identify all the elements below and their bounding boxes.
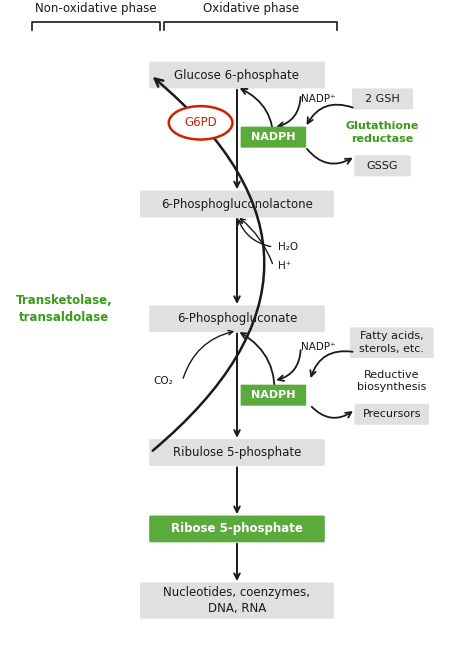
Text: G6PD: G6PD bbox=[184, 116, 217, 129]
Text: Ribulose 5-phosphate: Ribulose 5-phosphate bbox=[173, 446, 301, 459]
FancyBboxPatch shape bbox=[149, 439, 325, 466]
Text: Ribose 5-phosphate: Ribose 5-phosphate bbox=[171, 522, 303, 536]
Text: Precursors: Precursors bbox=[363, 410, 421, 419]
Text: Nucleotides, coenzymes,
DNA, RNA: Nucleotides, coenzymes, DNA, RNA bbox=[164, 586, 310, 615]
Text: Reductive
biosynthesis: Reductive biosynthesis bbox=[357, 369, 427, 392]
Ellipse shape bbox=[169, 106, 232, 140]
Text: H₂O: H₂O bbox=[278, 242, 298, 252]
FancyBboxPatch shape bbox=[149, 61, 325, 89]
Text: NADPH: NADPH bbox=[251, 390, 296, 400]
FancyBboxPatch shape bbox=[149, 305, 325, 332]
FancyBboxPatch shape bbox=[140, 191, 334, 217]
FancyBboxPatch shape bbox=[149, 516, 325, 542]
Text: 2 GSH: 2 GSH bbox=[365, 94, 400, 104]
FancyBboxPatch shape bbox=[241, 385, 306, 406]
FancyBboxPatch shape bbox=[140, 582, 334, 619]
Text: Glucose 6-phosphate: Glucose 6-phosphate bbox=[174, 69, 300, 82]
FancyBboxPatch shape bbox=[350, 327, 434, 358]
Text: Fatty acids,
sterols, etc.: Fatty acids, sterols, etc. bbox=[359, 331, 424, 354]
FancyBboxPatch shape bbox=[241, 127, 306, 148]
FancyBboxPatch shape bbox=[355, 404, 429, 425]
Text: NADP⁺: NADP⁺ bbox=[301, 342, 335, 353]
Text: 6-Phosphogluconolactone: 6-Phosphogluconolactone bbox=[161, 197, 313, 210]
Text: Glutathione
reductase: Glutathione reductase bbox=[346, 121, 419, 144]
Text: 6-Phosphogluconate: 6-Phosphogluconate bbox=[177, 313, 297, 325]
FancyBboxPatch shape bbox=[355, 155, 411, 177]
Text: Non-oxidative phase: Non-oxidative phase bbox=[35, 3, 157, 16]
Text: H⁺: H⁺ bbox=[278, 261, 291, 271]
Text: CO₂: CO₂ bbox=[154, 376, 173, 386]
Text: NADP⁺: NADP⁺ bbox=[301, 94, 335, 104]
FancyBboxPatch shape bbox=[352, 89, 413, 109]
Text: GSSG: GSSG bbox=[367, 161, 398, 171]
Text: Transketolase,
transaldolase: Transketolase, transaldolase bbox=[16, 294, 112, 324]
Text: Oxidative phase: Oxidative phase bbox=[202, 3, 299, 16]
Text: NADPH: NADPH bbox=[251, 132, 296, 142]
